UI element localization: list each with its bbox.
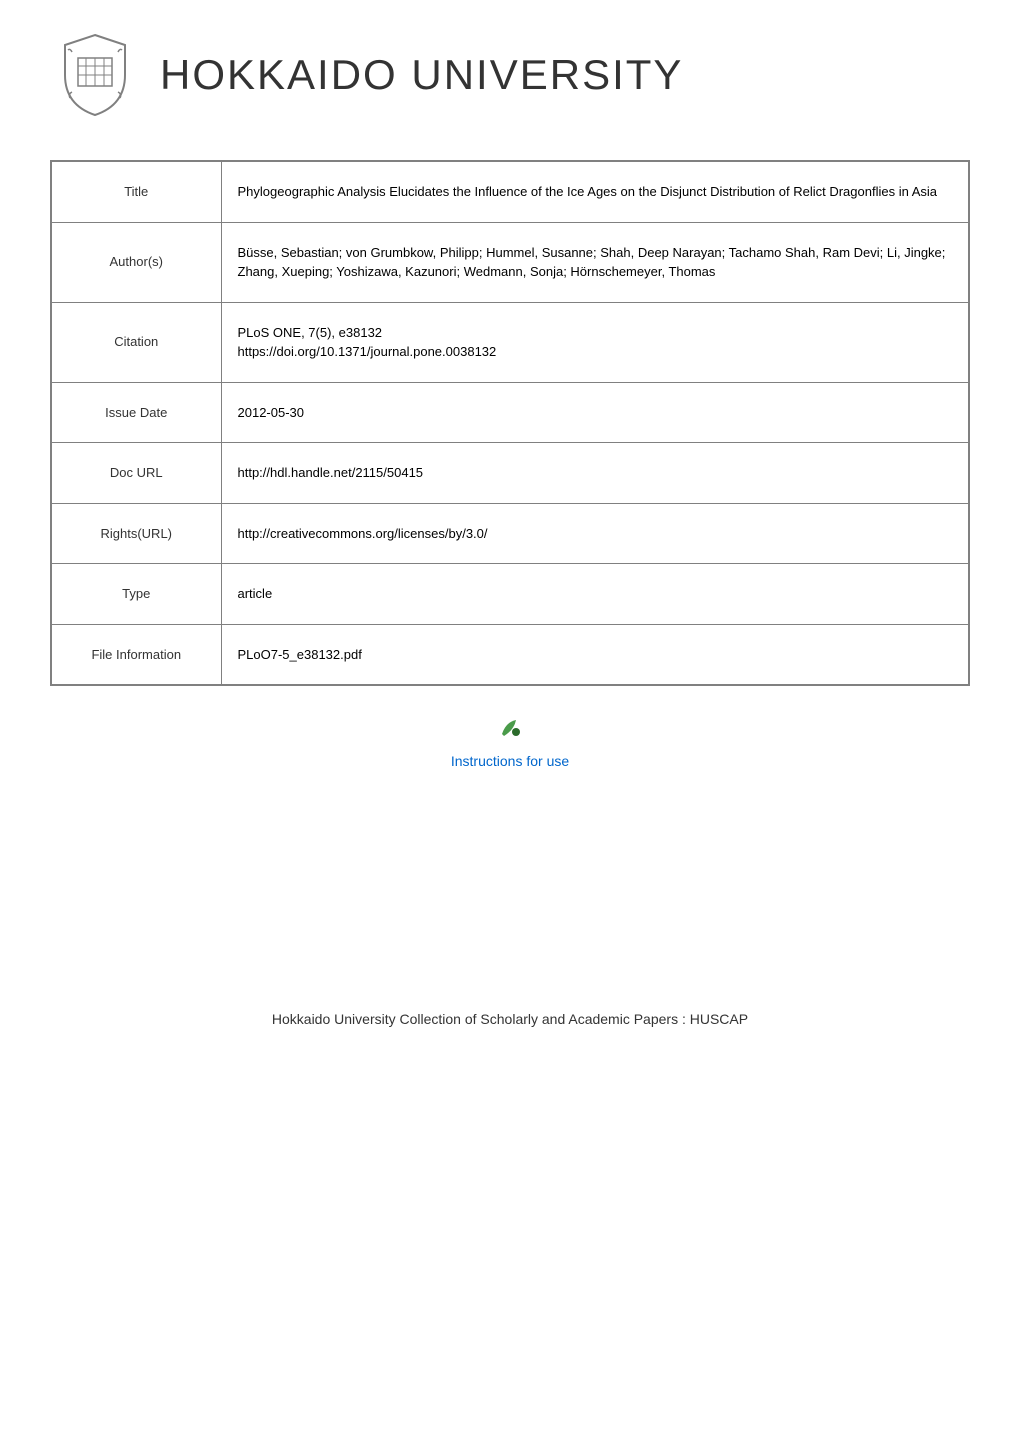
table-row: Type article bbox=[51, 564, 969, 625]
instructions-for-use-link[interactable]: Instructions for use bbox=[451, 753, 569, 769]
row-value-issue-date: 2012-05-30 bbox=[221, 382, 969, 443]
row-label-title: Title bbox=[51, 161, 221, 222]
page-header: HOKKAIDO UNIVERSITY bbox=[0, 0, 1020, 140]
row-value-authors: Büsse, Sebastian; von Grumbkow, Philipp;… bbox=[221, 222, 969, 302]
row-label-file-info: File Information bbox=[51, 624, 221, 685]
row-label-citation: Citation bbox=[51, 302, 221, 382]
table-row: File Information PLoO7-5_e38132.pdf bbox=[51, 624, 969, 685]
row-label-type: Type bbox=[51, 564, 221, 625]
row-label-authors: Author(s) bbox=[51, 222, 221, 302]
table-row: Doc URL http://hdl.handle.net/2115/50415 bbox=[51, 443, 969, 504]
row-label-doc-url: Doc URL bbox=[51, 443, 221, 504]
table-row: Issue Date 2012-05-30 bbox=[51, 382, 969, 443]
row-value-doc-url: http://hdl.handle.net/2115/50415 bbox=[221, 443, 969, 504]
university-crest-icon bbox=[50, 30, 140, 120]
page-footer: Hokkaido University Collection of Schola… bbox=[0, 831, 1020, 1057]
metadata-table: Title Phylogeographic Analysis Elucidate… bbox=[50, 160, 970, 686]
row-value-rights-url: http://creativecommons.org/licenses/by/3… bbox=[221, 503, 969, 564]
table-row: Author(s) Büsse, Sebastian; von Grumbkow… bbox=[51, 222, 969, 302]
table-row: Rights(URL) http://creativecommons.org/l… bbox=[51, 503, 969, 564]
metadata-table-body: Title Phylogeographic Analysis Elucidate… bbox=[51, 161, 969, 685]
row-value-citation: PLoS ONE, 7(5), e38132 https://doi.org/1… bbox=[221, 302, 969, 382]
instructions-block: Instructions for use bbox=[0, 716, 1020, 771]
table-row: Citation PLoS ONE, 7(5), e38132 https://… bbox=[51, 302, 969, 382]
huscap-leaf-icon bbox=[496, 716, 524, 745]
university-name: HOKKAIDO UNIVERSITY bbox=[160, 51, 683, 99]
row-value-file-info: PLoO7-5_e38132.pdf bbox=[221, 624, 969, 685]
row-value-type: article bbox=[221, 564, 969, 625]
table-row: Title Phylogeographic Analysis Elucidate… bbox=[51, 161, 969, 222]
row-value-title: Phylogeographic Analysis Elucidates the … bbox=[221, 161, 969, 222]
row-label-issue-date: Issue Date bbox=[51, 382, 221, 443]
row-label-rights-url: Rights(URL) bbox=[51, 503, 221, 564]
